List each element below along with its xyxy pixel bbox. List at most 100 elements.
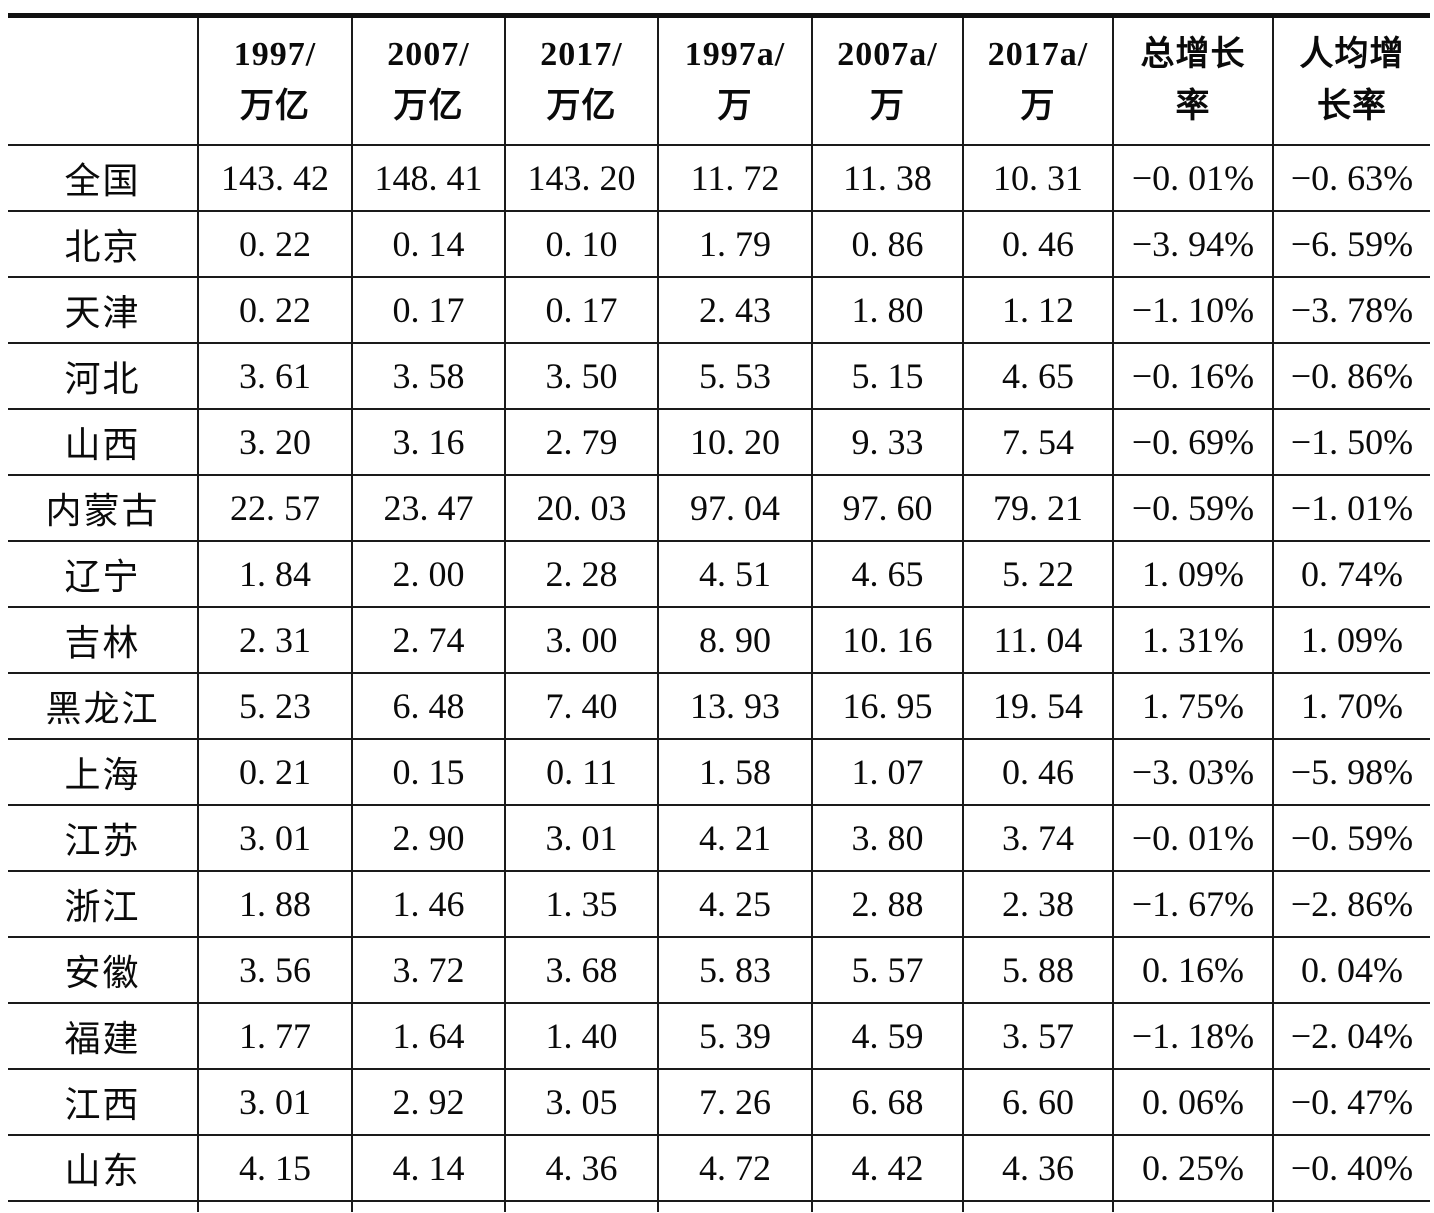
table-row: 黑龙江 5. 23 6. 48 7. 40 13. 93 16. 95 19. 54 1. 7… [8, 672, 1430, 740]
data-cell: 3. 58 [351, 342, 506, 410]
data-cell: 0. 04% [1272, 936, 1430, 1004]
header-line-1: 1997/ [233, 36, 317, 73]
data-cell: −0. 01% [1112, 804, 1274, 872]
page-cutoff-row [8, 1200, 1430, 1212]
column-header: 2007/万亿 [351, 15, 506, 146]
header-line-1: 总增长 [1140, 36, 1246, 73]
data-cell: 4. 65 [962, 342, 1114, 410]
data-cell: 8. 90 [657, 606, 813, 674]
data-cell: 4. 51 [657, 540, 813, 608]
data-cell: 0. 06% [1112, 1068, 1274, 1136]
data-cell: 148. 41 [351, 144, 506, 212]
data-cell: 16. 95 [811, 672, 964, 740]
table-row: 天津 0. 22 0. 17 0. 17 2. 43 1. 80 1. 12 −1. 10% −… [8, 276, 1430, 344]
data-cell: −1. 50% [1272, 408, 1430, 476]
data-cell: 5. 53 [657, 342, 813, 410]
stub-cell [657, 1200, 813, 1212]
data-cell: 23. 47 [351, 474, 506, 542]
data-cell: 1. 70% [1272, 672, 1430, 740]
header-line-1: 2007a/ [837, 36, 938, 73]
table-row: 辽宁 1. 84 2. 00 2. 28 4. 51 4. 65 5. 22 1. 09% 0.… [8, 540, 1430, 608]
header-line-1: 1997a/ [684, 36, 786, 73]
table-row: 全国 143. 42 148. 41 143. 20 11. 72 11. 38 10. 3… [8, 144, 1430, 212]
column-header: 1997a/万 [657, 15, 813, 146]
data-cell: 97. 60 [811, 474, 964, 542]
data-cell: 4. 15 [197, 1134, 353, 1202]
column-header: 人均增 长率 [1272, 15, 1430, 146]
data-cell: 2. 28 [504, 540, 659, 608]
column-header: 2007a/万 [811, 15, 964, 146]
stub-cell [1112, 1200, 1274, 1212]
data-cell: 10. 20 [657, 408, 813, 476]
column-header: 1997/万亿 [197, 15, 353, 146]
data-cell: 0. 22 [197, 276, 353, 344]
header-line-2: 万 [870, 88, 905, 125]
table-row: 山东 4. 15 4. 14 4. 36 4. 72 4. 42 4. 36 0. 25% −0… [8, 1134, 1430, 1202]
header-line-1 [8, 29, 196, 81]
data-cell: 10. 31 [962, 144, 1114, 212]
data-cell: 1. 12 [962, 276, 1114, 344]
data-cell: 6. 60 [962, 1068, 1114, 1136]
data-cell: 1. 80 [811, 276, 964, 344]
data-cell: −0. 40% [1272, 1134, 1430, 1202]
header-line-2: 万亿 [393, 88, 464, 125]
data-cell: 4. 25 [657, 870, 813, 938]
data-cell: 3. 16 [351, 408, 506, 476]
data-cell: 4. 14 [351, 1134, 506, 1202]
data-cell: 1. 09% [1272, 606, 1430, 674]
data-cell: 6. 48 [351, 672, 506, 740]
data-cell: 1. 77 [197, 1002, 353, 1070]
data-cell: −3. 78% [1272, 276, 1430, 344]
data-cell: 7. 54 [962, 408, 1114, 476]
header-row: 1997/万亿 2007/万亿 2017/万亿 1997a/万 2007a/万 2017a… [8, 15, 1430, 146]
data-cell: 3. 01 [504, 804, 659, 872]
data-cell: 1. 79 [657, 210, 813, 278]
data-cell: 1. 84 [197, 540, 353, 608]
data-cell: 10. 16 [811, 606, 964, 674]
data-cell: 11. 72 [657, 144, 813, 212]
data-cell: −0. 69% [1112, 408, 1274, 476]
data-cell: 3. 20 [197, 408, 353, 476]
data-cell: −0. 16% [1112, 342, 1274, 410]
corner-cell [8, 15, 199, 146]
data-cell: 6. 68 [811, 1068, 964, 1136]
row-label: 山西 [8, 408, 199, 476]
column-header: 总增长率 [1112, 15, 1274, 146]
data-cell: 0. 17 [351, 276, 506, 344]
data-cell: 2. 31 [197, 606, 353, 674]
data-cell: 1. 64 [351, 1002, 506, 1070]
data-cell: 7. 26 [657, 1068, 813, 1136]
data-cell: 4. 42 [811, 1134, 964, 1202]
header-line-1: 人均增 [1299, 36, 1405, 73]
data-cell: 0. 21 [197, 738, 353, 806]
data-cell: 2. 88 [811, 870, 964, 938]
data-cell: 1. 88 [197, 870, 353, 938]
row-label: 浙江 [8, 870, 199, 938]
data-cell: 4. 21 [657, 804, 813, 872]
table-row: 吉林 2. 31 2. 74 3. 00 8. 90 10. 16 11. 04 1. 31%… [8, 606, 1430, 674]
header-line-1: 2007/ [387, 36, 470, 73]
data-cell: 9. 33 [811, 408, 964, 476]
data-cell: 5. 57 [811, 936, 964, 1004]
data-cell: 0. 46 [962, 210, 1114, 278]
data-cell: 5. 83 [657, 936, 813, 1004]
data-cell: −3. 94% [1112, 210, 1274, 278]
data-cell: 7. 40 [504, 672, 659, 740]
row-label: 江苏 [8, 804, 199, 872]
data-cell: −0. 01% [1112, 144, 1274, 212]
row-label: 天津 [8, 276, 199, 344]
data-cell: 1. 58 [657, 738, 813, 806]
header-line-2: 长率 [1317, 88, 1387, 125]
row-label: 北京 [8, 210, 199, 278]
stub-cell [351, 1200, 506, 1212]
data-cell: 0. 74% [1272, 540, 1430, 608]
data-cell: 143. 20 [504, 144, 659, 212]
row-label: 全国 [8, 144, 199, 212]
data-cell: 79. 21 [962, 474, 1114, 542]
data-cell: 3. 56 [197, 936, 353, 1004]
data-cell: 5. 22 [962, 540, 1114, 608]
row-label: 河北 [8, 342, 199, 410]
row-label: 辽宁 [8, 540, 199, 608]
data-cell: 2. 74 [351, 606, 506, 674]
